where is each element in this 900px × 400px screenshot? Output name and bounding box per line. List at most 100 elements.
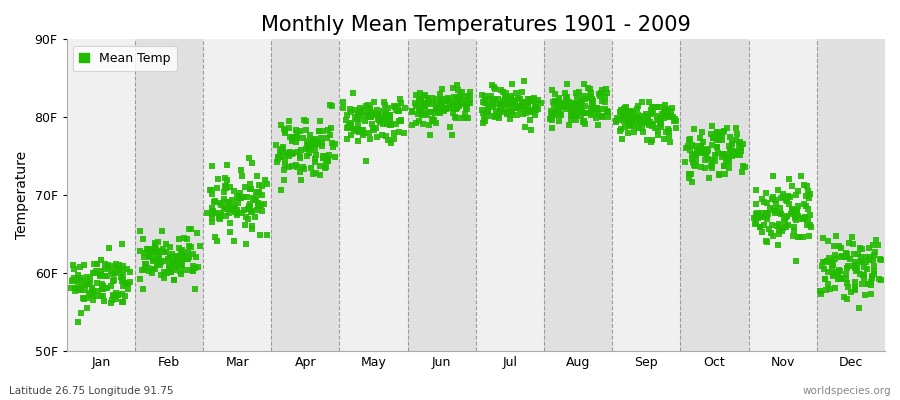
Point xyxy=(161,266,176,273)
Point xyxy=(560,81,574,88)
Point xyxy=(463,100,477,106)
Point xyxy=(770,201,784,208)
Point xyxy=(315,140,329,147)
Point xyxy=(767,206,781,213)
Point xyxy=(831,272,845,279)
Point xyxy=(556,103,571,110)
Point xyxy=(591,111,606,117)
Point xyxy=(292,168,307,175)
Point xyxy=(247,195,261,202)
Point xyxy=(848,284,862,290)
Point xyxy=(440,96,454,102)
Point xyxy=(325,103,339,109)
Point xyxy=(86,289,100,295)
Point xyxy=(704,130,718,137)
Point xyxy=(382,118,396,125)
Point xyxy=(495,101,509,107)
Point xyxy=(679,145,693,152)
Point xyxy=(204,186,219,193)
Point xyxy=(598,94,612,100)
Point xyxy=(659,129,673,136)
Point xyxy=(83,276,97,282)
Point xyxy=(629,114,643,121)
Point xyxy=(803,191,817,197)
Point xyxy=(586,104,600,110)
Point xyxy=(97,272,112,279)
Point xyxy=(644,111,659,117)
Point xyxy=(759,190,773,197)
Point xyxy=(421,95,436,101)
Point xyxy=(462,100,476,106)
Point xyxy=(285,150,300,157)
Point xyxy=(151,248,166,254)
Point xyxy=(413,90,428,97)
Point xyxy=(644,106,659,113)
Point xyxy=(718,155,733,162)
Point xyxy=(240,205,255,212)
Point xyxy=(617,104,632,111)
Point xyxy=(569,116,583,123)
Point xyxy=(282,164,296,170)
Point xyxy=(200,210,214,216)
Point xyxy=(801,216,815,223)
Point xyxy=(621,130,635,136)
Point xyxy=(594,87,608,93)
Point xyxy=(491,111,505,117)
Point xyxy=(662,128,677,134)
Point xyxy=(245,223,259,230)
Point xyxy=(344,120,358,126)
Point xyxy=(409,92,423,98)
Point xyxy=(242,204,256,211)
Point xyxy=(154,272,168,278)
Point xyxy=(494,104,508,111)
Point xyxy=(371,111,385,117)
Point xyxy=(846,241,860,248)
Point xyxy=(873,256,887,262)
Point xyxy=(104,297,119,303)
Point xyxy=(414,106,428,113)
Point xyxy=(868,262,882,269)
Point xyxy=(860,259,874,265)
Point xyxy=(204,211,219,218)
Point xyxy=(840,265,854,271)
Point xyxy=(709,137,724,143)
Point xyxy=(121,286,135,292)
Point xyxy=(245,160,259,166)
Point xyxy=(133,228,148,235)
Point xyxy=(705,165,719,171)
Point xyxy=(719,159,733,165)
Point xyxy=(663,109,678,116)
Point xyxy=(554,100,569,106)
Point xyxy=(68,285,82,292)
Point xyxy=(528,101,543,107)
Point xyxy=(834,274,849,281)
Point xyxy=(760,200,775,206)
Point xyxy=(705,157,719,164)
Point xyxy=(353,105,367,111)
Point xyxy=(554,112,568,118)
Point xyxy=(551,103,565,110)
Point xyxy=(459,104,473,111)
Point xyxy=(651,132,665,138)
Point xyxy=(222,184,237,190)
Point xyxy=(177,235,192,241)
Point xyxy=(638,111,652,117)
Point xyxy=(785,183,799,190)
Point xyxy=(168,260,183,266)
Point xyxy=(356,132,370,138)
Point xyxy=(225,204,239,211)
Point xyxy=(662,114,676,120)
Point xyxy=(105,271,120,278)
Point xyxy=(137,266,151,273)
Point xyxy=(122,279,137,285)
Point xyxy=(166,276,181,283)
Point xyxy=(780,192,795,199)
Point xyxy=(868,248,882,255)
Point xyxy=(653,124,668,130)
Point xyxy=(857,272,871,278)
Point xyxy=(344,122,358,128)
Point xyxy=(705,162,719,169)
Point xyxy=(458,101,473,108)
Point xyxy=(282,153,296,159)
Point xyxy=(659,113,673,119)
